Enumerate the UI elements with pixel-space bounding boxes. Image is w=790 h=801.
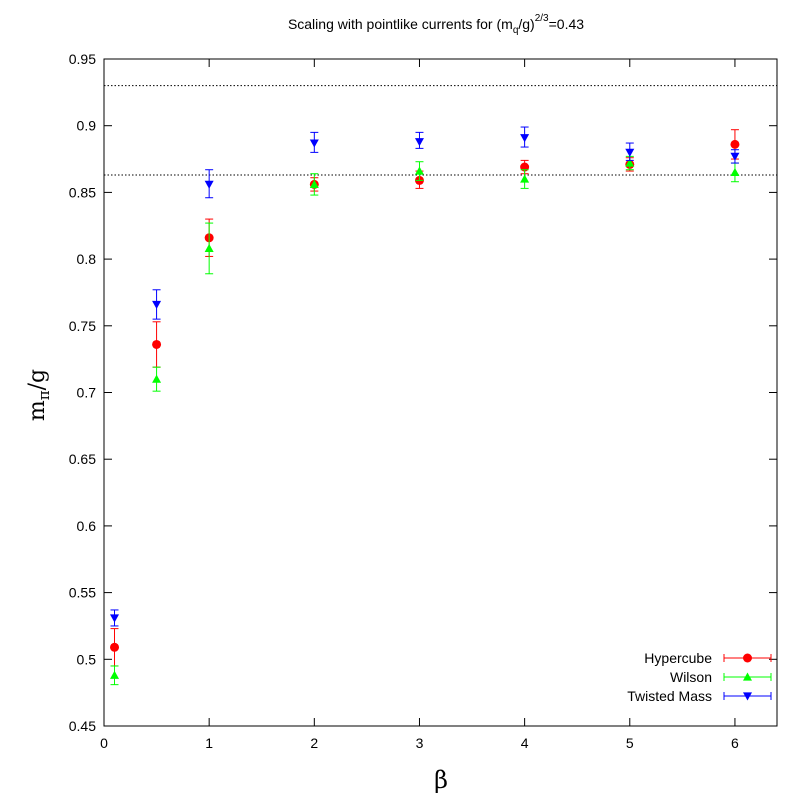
data-point [730, 139, 740, 149]
legend-marker [743, 653, 752, 663]
chart-title-tail: =0.43 [549, 16, 585, 32]
data-point [152, 300, 162, 309]
y-tick-label: 0.85 [69, 184, 96, 200]
y-tick-label: 0.95 [69, 51, 96, 67]
x-tick-label: 5 [626, 735, 634, 751]
legend-label: Wilson [670, 669, 712, 685]
legend-marker [743, 692, 752, 701]
x-axis: 0 1 2 3 4 5 6 [100, 59, 739, 751]
y-tick-label: 0.65 [69, 451, 96, 467]
legend-label: Twisted Mass [627, 688, 712, 704]
y-tick-label: 0.75 [69, 318, 96, 334]
data-point [204, 180, 214, 189]
data-point [309, 139, 319, 148]
data-point [110, 670, 120, 679]
chart-title-sup: 2/3 [535, 13, 549, 24]
chart-title-mid: /g) [518, 16, 534, 32]
chart-title-sub: q [513, 25, 519, 36]
x-tick-label: 2 [310, 735, 318, 751]
series-twisted-mass [110, 126, 740, 627]
y-tick-label: 0.5 [77, 651, 97, 667]
y-tick-label: 0.7 [77, 385, 97, 401]
y-tick-label: 0.8 [77, 251, 97, 267]
data-point [110, 614, 120, 623]
y-axis-label-main: m [25, 400, 50, 421]
data-point [152, 339, 162, 349]
x-tick-label: 1 [205, 735, 213, 751]
data-point [625, 158, 635, 167]
y-axis-label: mπ/g [25, 369, 53, 421]
y-axis: 0.45 0.5 0.55 0.6 0.65 0.7 0.75 0.8 0.85 0.9 0.95 [69, 51, 777, 734]
x-tick-label: 6 [731, 735, 739, 751]
data-point [414, 138, 424, 147]
legend-item: Twisted Mass [627, 688, 772, 704]
x-tick-label: 3 [416, 735, 424, 751]
reference-lines [104, 85, 777, 176]
legend-item: Hypercube [644, 650, 772, 666]
data-point [110, 642, 120, 652]
data-point [309, 179, 319, 188]
y-tick-label: 0.6 [77, 518, 97, 534]
x-tick-label: 4 [521, 735, 529, 751]
x-tick-label: 0 [100, 735, 108, 751]
y-axis-label-tail: /g [25, 369, 50, 391]
data-point [414, 166, 424, 175]
legend-item: Wilson [670, 669, 772, 685]
data-point [204, 243, 214, 253]
data-point [152, 374, 162, 383]
data-point [520, 174, 530, 183]
legend: Hypercube Wilson Twisted Mass [627, 650, 772, 704]
data-point [520, 134, 530, 143]
y-axis-label-sub: π [35, 390, 53, 400]
chart-title-main: Scaling with pointlike currents for (m [288, 16, 513, 32]
y-tick-label: 0.55 [69, 585, 96, 601]
x-axis-label: β [434, 766, 448, 794]
chart-title: Scaling with pointlike currents for (mq/… [288, 13, 584, 36]
series-hypercube [110, 129, 740, 667]
plot-frame [103, 58, 778, 727]
data-point [730, 167, 740, 176]
series-wilson [110, 155, 740, 686]
series-layer [110, 126, 740, 686]
y-tick-label: 0.45 [69, 718, 96, 734]
data-point [730, 152, 740, 161]
data-point [625, 148, 635, 157]
legend-marker [743, 672, 752, 681]
y-tick-label: 0.9 [77, 118, 97, 134]
legend-label: Hypercube [644, 650, 712, 666]
